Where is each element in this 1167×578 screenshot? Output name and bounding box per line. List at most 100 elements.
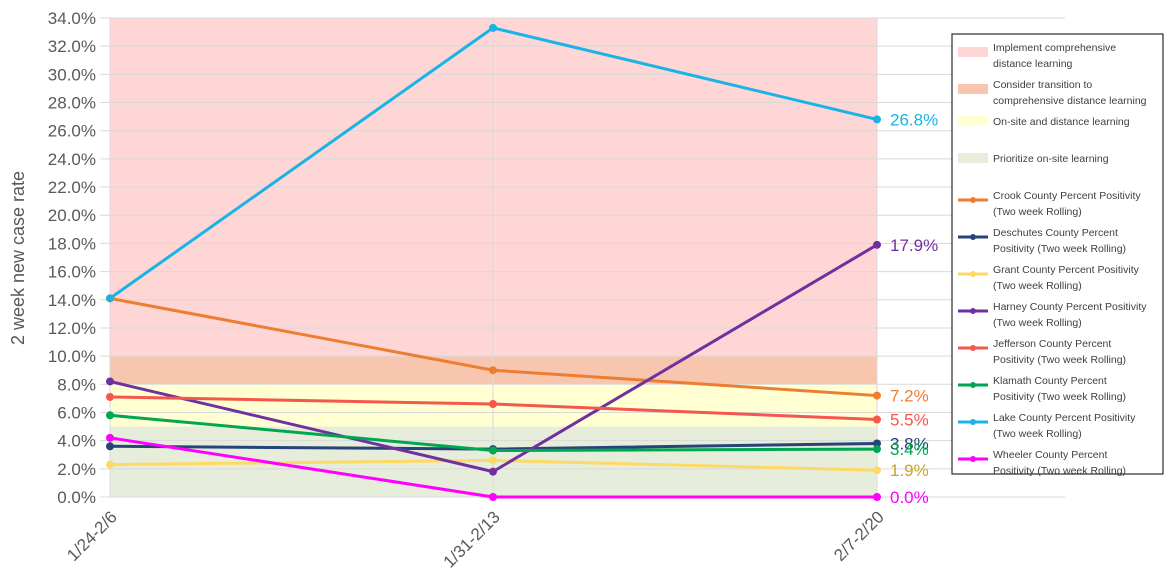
legend-marker [970, 345, 976, 351]
data-point [106, 442, 114, 451]
end-label-7: 0.0% [890, 488, 929, 507]
x-axis-ticks: 1/24-2/6 1/31-2/13 2/7-2/20 [63, 507, 888, 571]
y-axis-ticks: 0.0% 2.0% 4.0% 6.0% 8.0% 10.0% 12.0% 14.0% 16.0%… [48, 9, 96, 507]
legend-marker [970, 308, 976, 314]
legend-item: On-site and distance learning [958, 116, 1130, 128]
legend-item: Implement comprehensive distance learning [958, 42, 1116, 70]
legend-swatch [958, 84, 988, 94]
legend-label: Grant County Percent Positivity [993, 264, 1140, 276]
legend-label: Crook County Percent Positivity [993, 190, 1141, 202]
legend-label: comprehensive distance learning [993, 95, 1147, 107]
legend-label: Deschutes County Percent [993, 227, 1118, 239]
data-point [489, 400, 497, 409]
legend-label: Jefferson County Percent [993, 338, 1111, 350]
legend-swatch [958, 47, 988, 57]
legend-item: Deschutes County Percent Positivity (Two … [958, 227, 1126, 255]
y-tick-label: 20.0% [48, 206, 96, 225]
data-point [489, 366, 497, 375]
legend-item: Prioritize on-site learning [958, 153, 1109, 165]
data-point [873, 115, 881, 124]
data-point [106, 411, 114, 420]
legend-marker [970, 197, 976, 203]
data-point [873, 493, 881, 501]
y-tick-label: 6.0% [57, 403, 96, 422]
legend-label: (Two week Rolling) [993, 317, 1082, 329]
legend-item: Klamath County Percent Positivity (Two we… [958, 375, 1126, 403]
y-tick-label: 4.0% [57, 432, 96, 451]
legend-marker [970, 271, 976, 277]
legend-label: (Two week Rolling) [993, 206, 1082, 218]
data-point [106, 433, 114, 442]
y-tick-label: 0.0% [57, 488, 96, 507]
legend-label: Lake County Percent Positivity [993, 412, 1136, 424]
end-label-3: 17.9% [890, 236, 938, 255]
x-tick-label: 1/31-2/13 [440, 507, 504, 571]
end-label-6: 26.8% [890, 110, 938, 129]
end-label-5: 3.4% [890, 440, 929, 459]
data-point [489, 23, 497, 32]
legend-label: Positivity (Two week Rolling) [993, 243, 1126, 255]
data-point [489, 446, 497, 455]
legend-label: Positivity (Two week Rolling) [993, 465, 1126, 477]
y-tick-label: 30.0% [48, 65, 96, 84]
end-label-2: 1.9% [890, 461, 929, 480]
legend-box [951, 33, 1164, 475]
y-tick-label: 8.0% [57, 375, 96, 394]
y-tick-label: 26.0% [48, 122, 96, 141]
y-tick-label: 22.0% [48, 178, 96, 197]
legend-item: Harney County Percent Positivity (Two wee… [958, 301, 1147, 329]
data-point [489, 456, 497, 465]
y-tick-label: 34.0% [48, 9, 96, 28]
data-point [106, 377, 114, 386]
y-axis-label: 2 week new case rate [8, 171, 28, 345]
legend-item: Grant County Percent Positivity (Two week… [958, 264, 1140, 292]
legend-label: Consider transition to [993, 79, 1092, 91]
y-tick-label: 18.0% [48, 234, 96, 253]
legend-label: distance learning [993, 58, 1073, 70]
legend-item: Consider transition to comprehensive dist… [958, 79, 1147, 107]
series-lines [106, 23, 881, 501]
data-point [489, 493, 497, 501]
legend-label: (Two week Rolling) [993, 280, 1082, 292]
legend-marker [970, 419, 976, 425]
data-point [489, 467, 497, 476]
legend-item: Jefferson County Percent Positivity (Two … [958, 338, 1126, 366]
legend-marker [970, 456, 976, 462]
legend-label: Harney County Percent Positivity [993, 301, 1147, 313]
legend-item: Crook County Percent Positivity (Two week… [958, 190, 1141, 218]
legend-item: Wheeler County Percent Positivity (Two we… [958, 449, 1126, 477]
end-value-labels: 7.2% 3.8% 1.9% 17.9% 5.5% 3.4% 26.8% 0.0% [890, 110, 938, 507]
x-tick-label: 2/7-2/20 [830, 507, 888, 565]
legend-marker [970, 382, 976, 388]
legend-label: Positivity (Two week Rolling) [993, 354, 1126, 366]
y-tick-label: 12.0% [48, 319, 96, 338]
legend-label: (Two week Rolling) [993, 428, 1082, 440]
data-point [873, 466, 881, 475]
y-tick-label: 24.0% [48, 150, 96, 169]
legend-label: Wheeler County Percent [993, 449, 1107, 461]
end-label-0: 7.2% [890, 387, 929, 406]
y-tick-label: 14.0% [48, 291, 96, 310]
data-point [106, 392, 114, 401]
legend-label: Prioritize on-site learning [993, 153, 1109, 165]
data-point [106, 460, 114, 469]
legend: Implement comprehensive distance learning… [951, 33, 1164, 477]
data-point [873, 391, 881, 400]
y-tick-label: 28.0% [48, 94, 96, 113]
y-tick-label: 2.0% [57, 460, 96, 479]
x-tick-label: 1/24-2/6 [63, 507, 121, 565]
legend-swatch [958, 116, 988, 126]
y-tick-label: 16.0% [48, 263, 96, 282]
legend-item: Lake County Percent Positivity (Two week … [958, 412, 1136, 440]
y-tick-label: 10.0% [48, 347, 96, 366]
data-point [106, 294, 114, 303]
legend-label: Klamath County Percent [993, 375, 1107, 387]
legend-marker [970, 234, 976, 240]
legend-label: Positivity (Two week Rolling) [993, 391, 1126, 403]
y-tick-label: 32.0% [48, 37, 96, 56]
legend-swatch [958, 153, 988, 163]
end-label-4: 5.5% [890, 411, 929, 430]
data-point [873, 415, 881, 424]
legend-label: Implement comprehensive [993, 42, 1116, 54]
